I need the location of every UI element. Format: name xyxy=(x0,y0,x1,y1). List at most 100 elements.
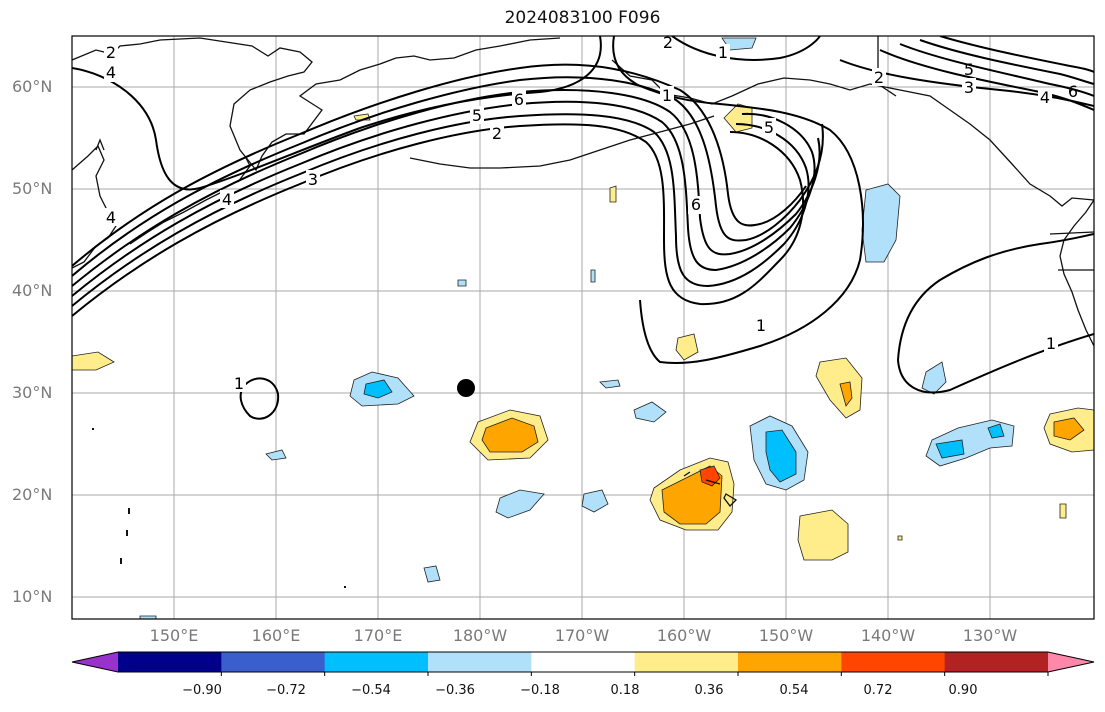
contour-label-knockouts xyxy=(104,44,1058,392)
contour-line xyxy=(72,36,602,191)
coastline-kamchatka xyxy=(237,157,251,183)
positive-anomaly-area xyxy=(609,185,617,203)
lon-label: 160°W xyxy=(656,626,712,645)
lon-label: 180°W xyxy=(452,626,508,645)
negative-anomaly-area xyxy=(765,429,797,483)
contour-label: 2 xyxy=(663,33,673,52)
contour-line xyxy=(899,43,1094,97)
contour-label: 2 xyxy=(106,43,116,62)
positive-anomaly-area xyxy=(481,417,539,453)
contour-label: 4 xyxy=(222,190,232,209)
contour-labels: 2 4 1 3 2 5 4 6 1 6 5 2 3 4 4 1 2 5 6 3 … xyxy=(106,33,1078,393)
negative-anomaly-area xyxy=(590,269,596,283)
lon-label: 170°W xyxy=(554,626,610,645)
coastline-hawaii xyxy=(683,471,738,507)
contour-label: 2 xyxy=(874,68,884,87)
colorbar-tick-label: −0.36 xyxy=(435,683,475,698)
negative-anomaly-area xyxy=(363,379,393,399)
lon-label: 150°E xyxy=(149,626,199,645)
coastline-alaska xyxy=(611,59,1094,207)
coastline-asia xyxy=(72,37,561,172)
contour-label: 2 xyxy=(492,124,502,143)
colorbar-extension-min xyxy=(72,652,118,672)
positive-anomaly-area xyxy=(72,351,115,371)
lon-label: 160°E xyxy=(251,626,301,645)
lat-label: 60°N xyxy=(12,77,53,96)
contour-line xyxy=(612,36,864,365)
contour-label: 1 xyxy=(662,86,672,105)
contour-label: 5 xyxy=(472,106,482,125)
coastline-sakhalin xyxy=(95,138,105,151)
grid-lines xyxy=(72,36,1094,619)
plot-frame xyxy=(71,35,1095,620)
positive-anomaly-area xyxy=(723,103,753,133)
colorbar-tick-label: 0.36 xyxy=(694,683,724,698)
coastline-north-america xyxy=(1059,199,1094,347)
contour-label: 3 xyxy=(308,170,318,189)
contour-line xyxy=(72,123,804,317)
contour-label: 4 xyxy=(1040,88,1050,107)
positive-anomaly-area xyxy=(797,509,849,561)
negative-anomaly-area xyxy=(599,379,621,389)
colorbar-tick-label: −0.54 xyxy=(351,683,391,698)
contour-label: 1 xyxy=(234,374,244,393)
contour-label: 1 xyxy=(718,43,728,62)
lat-label: 50°N xyxy=(12,179,53,198)
positive-anomaly-area xyxy=(1059,503,1067,519)
contour-label: 1 xyxy=(1046,334,1056,353)
colorbar-segment xyxy=(531,652,636,672)
negative-anomaly-area xyxy=(633,401,667,423)
contour-lines xyxy=(72,36,1094,420)
negative-anomaly-area xyxy=(495,489,545,519)
contour-line xyxy=(671,36,821,61)
coastline-kurils xyxy=(129,191,223,245)
positive-anomaly-area xyxy=(815,357,863,419)
colorbar-segment xyxy=(944,652,1049,672)
contour-label: 5 xyxy=(964,60,974,79)
contour-line xyxy=(72,63,807,267)
negative-anomaly-area xyxy=(423,565,441,583)
lat-label: 10°N xyxy=(12,587,53,606)
positive-anomaly-area xyxy=(839,381,853,407)
contour-label: 6 xyxy=(1068,82,1078,101)
contour-label: 1 xyxy=(756,316,766,335)
negative-anomaly-area xyxy=(265,449,287,461)
colorbar-segment xyxy=(118,652,222,672)
lat-label: 40°N xyxy=(12,281,53,300)
lon-label: 150°W xyxy=(758,626,814,645)
colorbar-segment xyxy=(221,652,326,672)
negative-anomaly-area xyxy=(861,183,901,263)
negative-anomaly-area xyxy=(139,615,157,619)
colorbar-segment xyxy=(428,652,532,672)
colorbar-outline xyxy=(71,651,1095,673)
anomaly-shading xyxy=(72,37,1094,619)
location-marker xyxy=(457,379,475,397)
lon-label: 170°E xyxy=(353,626,403,645)
border-canada-us xyxy=(1049,231,1094,271)
contour-label: 4 xyxy=(106,63,116,82)
negative-anomaly-area xyxy=(581,489,609,513)
contour-label: 5 xyxy=(764,118,774,137)
contour-label: 6 xyxy=(514,90,524,109)
colorbar-tick-label: 0.90 xyxy=(948,683,978,698)
lon-label: 140°W xyxy=(860,626,916,645)
lon-label: 130°W xyxy=(962,626,1018,645)
contour-label: 4 xyxy=(106,208,116,227)
negative-anomaly-area xyxy=(935,439,965,459)
colorbar-tick-label: 0.72 xyxy=(863,683,893,698)
contour-line xyxy=(72,89,821,287)
negative-anomaly-area xyxy=(921,361,947,395)
negative-anomaly-area xyxy=(987,423,1005,439)
colorbar-tick-label: 0.54 xyxy=(779,683,809,698)
map-title: 2024083100 F096 xyxy=(504,8,661,28)
lat-label: 30°N xyxy=(12,383,53,402)
colorbar-segment xyxy=(841,652,946,672)
colorbar-segment xyxy=(634,652,739,672)
contour-line xyxy=(896,233,1094,394)
lat-label: 20°N xyxy=(12,485,53,504)
negative-anomaly-area xyxy=(457,279,467,287)
colorbar-tick-label: −0.72 xyxy=(266,683,306,698)
colorbar-extension-max xyxy=(1048,652,1094,672)
positive-anomaly-area xyxy=(675,333,699,361)
